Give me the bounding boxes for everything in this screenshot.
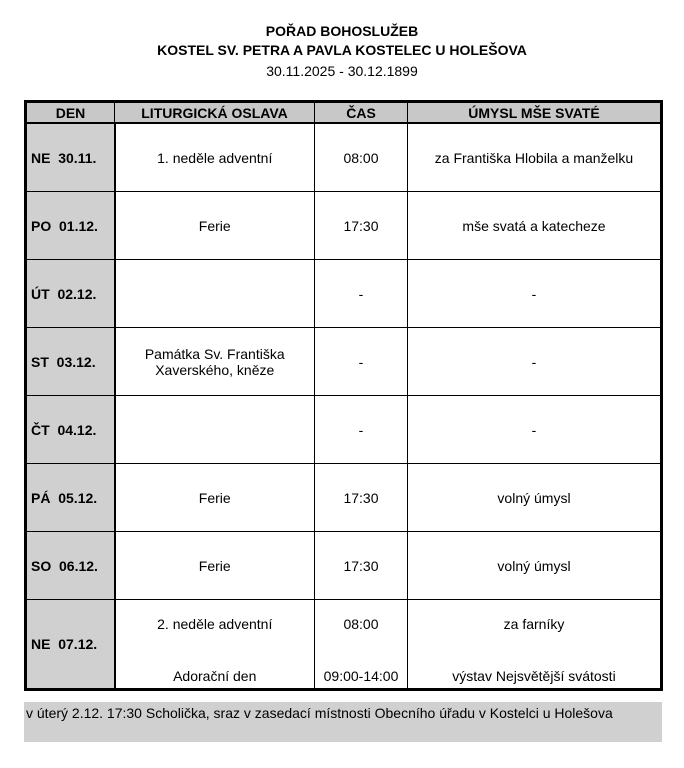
liturgy-cell-line: Ferie	[198, 217, 231, 234]
intention-cell: -	[407, 327, 662, 396]
intention-cell-line: volný úmysl	[497, 557, 571, 574]
intention-cell-line: -	[531, 285, 537, 302]
intention-cell: volný úmysl	[407, 463, 662, 532]
time-cell: 17:30	[314, 463, 408, 532]
time-cell: 17:30	[314, 531, 408, 600]
liturgy-cell-line: 1. neděle adventní	[157, 149, 273, 166]
table-row: NE 07.12. 2. neděle adventní Adorační den 0…	[25, 599, 662, 690]
time-cell-line: 17:30	[343, 557, 379, 574]
liturgy-cell: 2. neděle adventní Adorační den	[114, 599, 315, 690]
intention-cell: za Františka Hlobila a manželku	[407, 122, 662, 192]
intention-cell-line: za farníky	[503, 616, 565, 632]
day-cell: ÚT 02.12.	[25, 259, 116, 328]
time-cell-line: -	[358, 421, 364, 438]
day-cell: ST 03.12.	[25, 327, 116, 396]
time-cell-line: -	[358, 353, 364, 370]
time-cell-line: 17:30	[343, 489, 379, 506]
intention-cell: -	[407, 259, 662, 328]
date-range: 30.11.2025 - 30.12.1899	[266, 63, 418, 79]
column-header-liturgy: LITURGICKÁ OSLAVA	[114, 101, 315, 124]
liturgy-cell-line: 2. neděle adventní	[157, 616, 273, 632]
intention-cell-line: výstav Nejsvětější svátosti	[452, 668, 616, 684]
table-row: NE 30.11. 1. neděle adventní 08:00 za Frant…	[25, 122, 662, 192]
announcement-note: v úterý 2.12. 17:30 Scholička, sraz v za…	[24, 702, 662, 742]
time-cell: -	[314, 259, 408, 328]
day-cell: SO 06.12.	[25, 531, 116, 600]
time-cell-line: 08:00	[343, 616, 379, 632]
time-cell-line: 08:00	[343, 149, 379, 166]
time-cell-line: 17:30	[343, 217, 379, 234]
liturgy-cell-line: Ferie	[198, 489, 231, 506]
liturgy-cell: Ferie	[114, 463, 315, 532]
intention-cell: za farníky výstav Nejsvětější svátosti	[407, 599, 662, 690]
intention-cell-line: mše svatá a katecheze	[462, 217, 606, 234]
liturgy-cell: Ferie	[114, 531, 315, 600]
day-cell: ČT 04.12.	[25, 395, 116, 464]
time-cell-line: 09:00-14:00	[323, 668, 399, 684]
table-row: ČT 04.12. - -	[25, 395, 662, 464]
page-title: POŘAD BOHOSLUŽEB	[265, 23, 419, 39]
schedule-table: DEN LITURGICKÁ OSLAVA ČAS ÚMYSL MŠE SVAT…	[24, 100, 663, 691]
intention-cell-line: za Františka Hlobila a manželku	[434, 149, 634, 166]
time-cell: 17:30	[314, 191, 408, 260]
column-header-day: DEN	[25, 101, 115, 124]
table-row: PO 01.12. Ferie 17:30 mše svatá a katecheze	[25, 191, 662, 260]
day-cell: NE 07.12.	[25, 599, 116, 690]
table-row: PÁ 05.12. Ferie 17:30 volný úmysl	[25, 463, 662, 532]
time-cell: -	[314, 327, 408, 396]
intention-cell-line: -	[531, 421, 537, 438]
intention-cell-line: -	[531, 353, 537, 370]
liturgy-cell: 1. neděle adventní	[114, 122, 315, 192]
day-cell: PÁ 05.12.	[25, 463, 116, 532]
day-cell: PO 01.12.	[25, 191, 116, 260]
intention-cell: volný úmysl	[407, 531, 662, 600]
intention-cell: mše svatá a katecheze	[407, 191, 662, 260]
liturgy-cell-line: Památka Sv. Františka Xaverského, kněze	[144, 345, 285, 378]
table-row: ST 03.12. Památka Sv. Františka Xaverskéh…	[25, 327, 662, 396]
church-name: KOSTEL SV. PETRA A PAVLA KOSTELEC U HOLE…	[157, 42, 527, 58]
liturgy-cell-line: Ferie	[198, 557, 231, 574]
header-row: DEN LITURGICKÁ OSLAVA ČAS ÚMYSL MŠE SVAT…	[25, 101, 662, 124]
day-cell: NE 30.11.	[25, 122, 116, 192]
time-cell: -	[314, 395, 408, 464]
liturgy-cell	[114, 395, 315, 464]
liturgy-cell-line: Adorační den	[173, 668, 257, 684]
liturgy-cell: Ferie	[114, 191, 315, 260]
column-header-time: ČAS	[314, 101, 408, 124]
time-cell-line: -	[358, 285, 364, 302]
column-header-intention: ÚMYSL MŠE SVATÉ	[407, 101, 662, 124]
time-cell: 08:00 09:00-14:00	[314, 599, 408, 690]
liturgy-cell	[114, 259, 315, 328]
time-cell: 08:00	[314, 122, 408, 192]
table-row: ÚT 02.12. - -	[25, 259, 662, 328]
intention-cell-line: volný úmysl	[497, 489, 571, 506]
intention-cell: -	[407, 395, 662, 464]
liturgy-cell: Památka Sv. Františka Xaverského, kněze	[114, 327, 315, 396]
table-row: SO 06.12. Ferie 17:30 volný úmysl	[25, 531, 662, 600]
